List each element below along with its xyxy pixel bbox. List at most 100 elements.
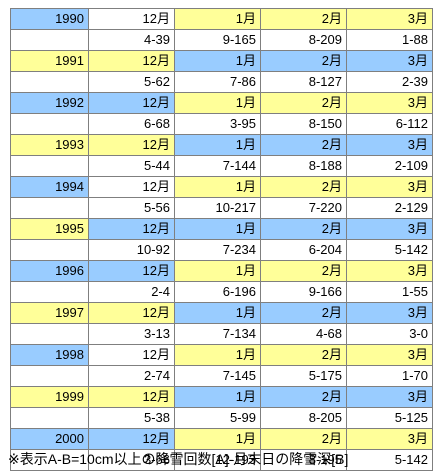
value-row: 10-92 7-234 6-204 5-142: [10, 239, 433, 261]
year-cell: 1994: [10, 176, 89, 198]
empty-cell: [10, 365, 89, 387]
month-cell: 12月: [88, 344, 175, 366]
year-cell: 1999: [10, 386, 89, 408]
year-cell: 1998: [10, 344, 89, 366]
value-cell: 2-39: [346, 71, 433, 93]
value-cell: 10-217: [174, 197, 261, 219]
year-header-row: 1993 12月 1月 2月 3月: [10, 134, 433, 156]
value-cell: 4-68: [260, 323, 347, 345]
month-cell: 1月: [174, 386, 261, 408]
value-row: 2-4 6-196 9-166 1-55: [10, 281, 433, 303]
value-cell: 9-166: [260, 281, 347, 303]
year-header-row: 1994 12月 1月 2月 3月: [10, 176, 433, 198]
footnote: ※表示A-B=10cm以上の降雪回数[A]-月末日の降雪深[B]: [8, 451, 349, 467]
value-row: 2-74 7-145 5-175 1-70: [10, 365, 433, 387]
month-cell: 3月: [346, 92, 433, 114]
month-cell: 2月: [260, 344, 347, 366]
month-cell: 1月: [174, 302, 261, 324]
value-cell: 8-209: [260, 29, 347, 51]
value-row: 5-62 7-86 8-127 2-39: [10, 71, 433, 93]
value-cell: 5-99: [174, 407, 261, 429]
month-cell: 1月: [174, 218, 261, 240]
empty-cell: [10, 155, 89, 177]
value-cell: 12-193: [174, 449, 261, 471]
value-row: 4-39 9-165 8-209 1-88: [10, 29, 433, 51]
value-cell: 5-62: [88, 71, 175, 93]
value-cell: 6-204: [260, 239, 347, 261]
month-cell: 2月: [260, 386, 347, 408]
month-cell: 2月: [260, 260, 347, 282]
month-cell: 3月: [346, 302, 433, 324]
month-cell: 3月: [346, 8, 433, 30]
value-row: 3-13 7-134 4-68 3-0: [10, 323, 433, 345]
month-cell: 2月: [260, 218, 347, 240]
snowfall-table: 1990 12月 1月 2月 3月 4-39 9-165 8-209 1-88 1991 12月 1月…: [10, 8, 433, 471]
empty-cell: [10, 239, 89, 261]
value-cell: 6-196: [174, 281, 261, 303]
month-cell: 2月: [260, 134, 347, 156]
year-header-row: 1991 12月 1月 2月 3月: [10, 50, 433, 72]
value-cell: 5-44: [88, 155, 175, 177]
year-header-row: 1990 12月 1月 2月 3月: [10, 8, 433, 30]
year-cell: 1992: [10, 92, 89, 114]
month-cell: 3月: [346, 344, 433, 366]
value-row: 6-68 3-95 8-150 6-112: [10, 113, 433, 135]
month-cell: 12月: [88, 176, 175, 198]
value-cell: 9-165: [174, 29, 261, 51]
value-cell: 3-13: [88, 323, 175, 345]
value-cell: 7-134: [174, 323, 261, 345]
value-cell: 5-56: [88, 197, 175, 219]
month-cell: 2月: [260, 428, 347, 450]
value-cell: 5-38: [88, 407, 175, 429]
empty-cell: [10, 281, 89, 303]
value-cell: 1-70: [346, 365, 433, 387]
year-header-row: 1999 12月 1月 2月 3月: [10, 386, 433, 408]
value-cell: 2-109: [346, 155, 433, 177]
month-cell: 1月: [174, 344, 261, 366]
value-cell: 8-150: [260, 113, 347, 135]
month-cell: 12月: [88, 50, 175, 72]
year-cell: 1990: [10, 8, 89, 30]
month-cell: 2月: [260, 8, 347, 30]
month-cell: 12月: [88, 134, 175, 156]
year-header-row: 1995 12月 1月 2月 3月: [10, 218, 433, 240]
month-cell: 12月: [88, 428, 175, 450]
value-cell: 8-188: [260, 155, 347, 177]
value-cell: 5-175: [260, 365, 347, 387]
year-cell: 1993: [10, 134, 89, 156]
month-cell: 1月: [174, 50, 261, 72]
month-cell: 12月: [88, 302, 175, 324]
empty-cell: [10, 323, 89, 345]
month-cell: 12月: [88, 260, 175, 282]
value-cell: 2-129: [346, 197, 433, 219]
year-header-row: 2000 12月 1月 2月 3月: [10, 428, 433, 450]
month-cell: 1月: [174, 92, 261, 114]
month-cell: 1月: [174, 8, 261, 30]
month-cell: 2月: [260, 302, 347, 324]
value-cell: 2-4: [88, 281, 175, 303]
snowfall-table-body: 1990 12月 1月 2月 3月 4-39 9-165 8-209 1-88 1991 12月 1月…: [10, 8, 433, 471]
month-cell: 1月: [174, 260, 261, 282]
value-row: 3-66 12-193 8-195 5-142: [10, 449, 433, 471]
value-cell: 10-92: [88, 239, 175, 261]
year-cell: 1996: [10, 260, 89, 282]
value-cell: 7-144: [174, 155, 261, 177]
value-cell: 5-142: [346, 239, 433, 261]
empty-cell: [10, 407, 89, 429]
year-cell: 1995: [10, 218, 89, 240]
empty-cell: [10, 29, 89, 51]
value-cell: 6-68: [88, 113, 175, 135]
value-cell: 7-86: [174, 71, 261, 93]
value-cell: 1-88: [346, 29, 433, 51]
month-cell: 1月: [174, 134, 261, 156]
value-row: 5-44 7-144 8-188 2-109: [10, 155, 433, 177]
value-cell: 6-112: [346, 113, 433, 135]
value-cell: 8-127: [260, 71, 347, 93]
month-cell: 3月: [346, 50, 433, 72]
month-cell: 12月: [88, 92, 175, 114]
value-cell: 8-205: [260, 407, 347, 429]
month-cell: 2月: [260, 176, 347, 198]
value-cell: 8-195: [260, 449, 347, 471]
month-cell: 12月: [88, 386, 175, 408]
value-row: 5-56 10-217 7-220 2-129: [10, 197, 433, 219]
